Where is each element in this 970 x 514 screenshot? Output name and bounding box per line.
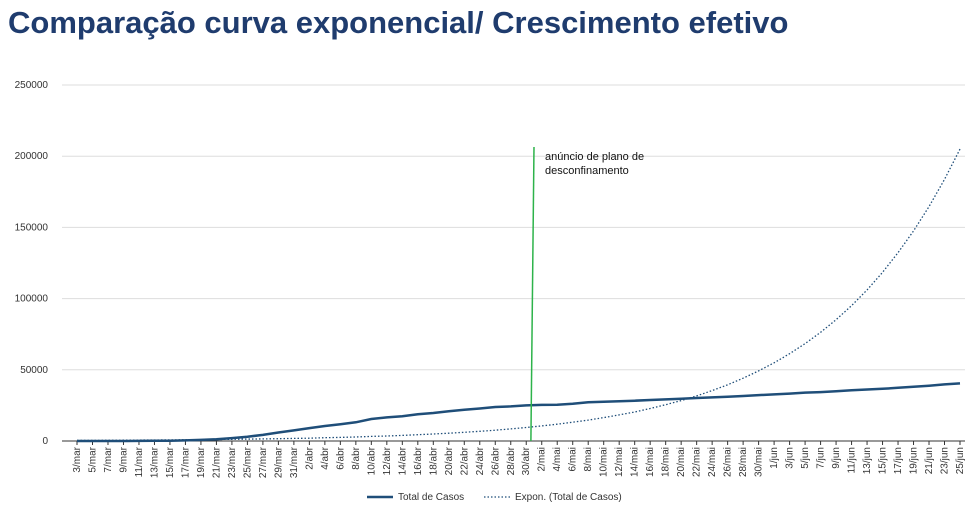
x-tick-label: 12/abr (382, 446, 393, 475)
x-tick-label: 3/jun (785, 447, 796, 469)
x-tick-label: 30/mai (754, 447, 765, 477)
x-tick-label: 21/mar (211, 446, 222, 478)
x-tick-label: 13/jun (862, 447, 873, 474)
x-tick-label: 5/jun (800, 447, 811, 469)
x-tick-label: 29/mar (273, 446, 284, 478)
x-tick-label: 14/abr (397, 446, 408, 475)
x-tick-label: 7/mar (103, 446, 114, 472)
x-tick-label: 11/jun (847, 447, 858, 474)
x-tick-label: 19/mar (196, 446, 207, 478)
y-tick-label: 0 (42, 436, 48, 447)
x-tick-label: 8/abr (351, 446, 362, 469)
x-tick-label: 16/mai (645, 447, 656, 477)
x-tick-label: 28/abr (506, 446, 517, 475)
x-tick-label: 12/mai (614, 447, 625, 477)
x-tick-label: 7/jun (816, 447, 827, 469)
annotation-line (530, 146, 535, 442)
x-tick-label: 22/abr (459, 446, 470, 475)
x-tick-label: 17/mar (180, 446, 191, 478)
x-tick-label: 2/mai (537, 447, 548, 471)
x-tick-label: 1/jun (769, 447, 780, 469)
x-tick-label: 10/abr (366, 446, 377, 475)
annotation-text: anúncio de plano de (545, 151, 644, 163)
legend-label: Total de Casos (398, 492, 464, 503)
x-tick-label: 16/abr (413, 446, 424, 475)
x-tick-label: 6/abr (335, 446, 346, 469)
y-tick-label: 250000 (15, 80, 49, 91)
x-tick-label: 21/jun (924, 447, 935, 474)
x-tick-label: 23/jun (940, 447, 951, 474)
x-tick-label: 3/mar (72, 446, 83, 472)
x-tick-label: 20/mai (676, 447, 687, 477)
x-tick-label: 22/mai (692, 447, 703, 477)
x-tick-label: 17/jun (893, 447, 904, 474)
x-tick-label: 9/jun (831, 447, 842, 469)
x-tick-label: 20/abr (444, 446, 455, 475)
x-tick-label: 18/mai (661, 447, 672, 477)
x-tick-label: 15/jun (878, 447, 889, 474)
y-tick-label: 150000 (15, 222, 49, 233)
x-tick-label: 25/mar (242, 446, 253, 478)
x-tick-label: 5/mar (87, 446, 98, 472)
x-tick-label: 26/mai (723, 447, 734, 477)
x-tick-label: 25/jun (955, 447, 966, 474)
legend-label: Expon. (Total de Casos) (515, 492, 622, 503)
series-line (77, 382, 961, 443)
x-tick-label: 15/mar (165, 446, 176, 478)
series-line (77, 148, 961, 442)
x-tick-label: 19/jun (909, 447, 920, 474)
x-tick-label: 13/mar (149, 446, 160, 478)
y-tick-label: 100000 (15, 294, 49, 305)
x-tick-label: 30/abr (521, 446, 532, 475)
y-tick-label: 50000 (20, 365, 48, 376)
x-tick-label: 4/abr (320, 446, 331, 469)
x-tick-label: 24/mai (707, 447, 718, 477)
x-tick-label: 26/abr (490, 446, 501, 475)
x-tick-label: 2/abr (304, 446, 315, 469)
chart-title: Comparação curva exponencial/ Cresciment… (8, 5, 788, 40)
x-tick-label: 23/mar (227, 446, 238, 478)
x-tick-label: 9/mar (118, 446, 129, 472)
annotation-text: desconfinamento (545, 165, 629, 177)
x-tick-label: 24/abr (475, 446, 486, 475)
x-tick-label: 14/mai (630, 447, 641, 477)
x-tick-label: 31/mar (289, 446, 300, 478)
x-tick-label: 10/mai (599, 447, 610, 477)
x-tick-label: 11/mar (134, 446, 145, 477)
x-tick-label: 18/abr (428, 446, 439, 475)
x-tick-label: 27/mar (258, 446, 269, 478)
x-tick-label: 4/mai (552, 447, 563, 471)
x-tick-label: 6/mai (568, 447, 579, 471)
x-tick-label: 28/mai (738, 447, 749, 477)
y-tick-label: 200000 (15, 151, 49, 162)
x-tick-label: 8/mai (583, 447, 594, 471)
